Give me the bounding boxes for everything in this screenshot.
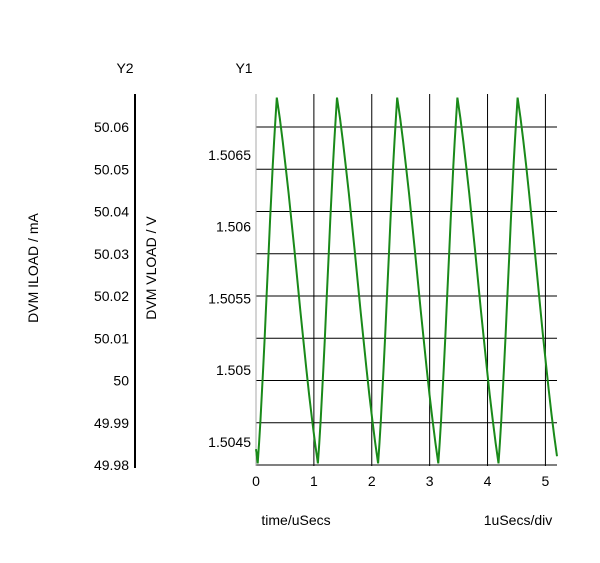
x-tick-label: 1 [310,473,318,489]
y1-tick-label: 1.5065 [208,147,251,163]
x-scale-label: 1uSecs/div [484,512,552,528]
y2-tick-label: 50.04 [94,204,129,220]
y2-tick-label: 49.99 [94,415,129,431]
x-tick-label: 3 [426,473,434,489]
series-line-vload [255,97,558,464]
y2-tick-label: 50.06 [94,119,129,135]
x-axis-label: time/uSecs [261,512,330,528]
x-tick-label: 4 [484,473,492,489]
y1-axis-label: DVM VLOAD / V [143,216,159,320]
y2-tick-labels: 49.98 49.99 50 50.01 50.02 50.03 50.04 50.05 50.… [94,119,129,473]
y1-tick-label: 1.506 [216,219,251,235]
y1-tick-label: 1.5055 [208,290,251,306]
y2-axis-label: DVM ILOAD / mA [25,212,41,322]
x-tick-label: 0 [252,473,260,489]
y2-header: Y2 [116,60,133,76]
y1-header: Y1 [235,60,252,76]
x-tick-label: 2 [368,473,376,489]
grid [255,94,557,466]
y2-tick-label: 50.01 [94,330,129,346]
y2-tick-label: 50.02 [94,288,129,304]
y1-tick-label: 1.505 [216,362,251,378]
y2-tick-label: 50.05 [94,161,129,177]
y1-tick-labels: 1.5045 1.505 1.5055 1.506 1.5065 [208,147,251,450]
x-tick-labels: 0 1 2 3 4 5 [252,473,549,489]
x-tick-label: 5 [542,473,550,489]
y1-tick-label: 1.5045 [208,434,251,450]
y2-tick-label: 50.03 [94,246,129,262]
y2-tick-label: 49.98 [94,457,129,473]
y2-tick-label: 50 [113,373,129,389]
